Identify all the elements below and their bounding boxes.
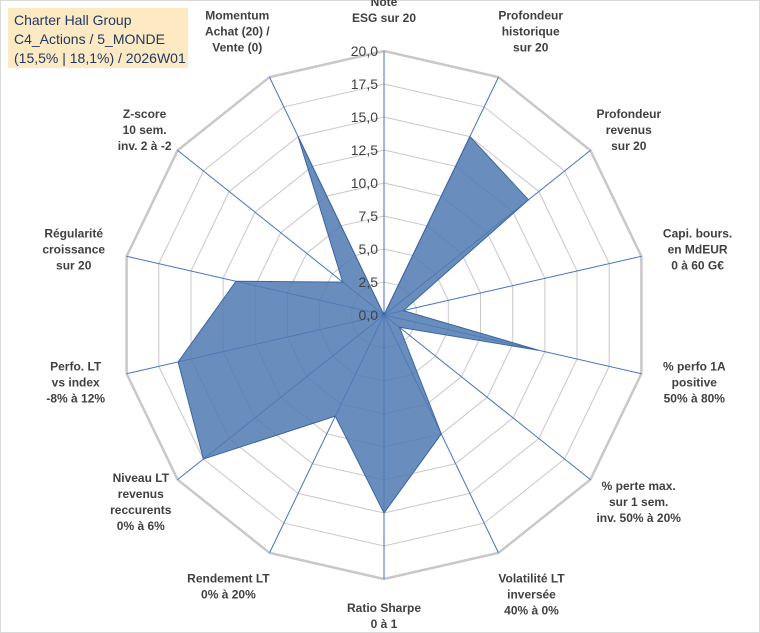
axis-label: % perte max. sur 1 sem. inv. 50% à 20% bbox=[596, 479, 681, 525]
axis-label-line: sur 1 sem. bbox=[609, 495, 668, 509]
axis-label-layer: Note ESG sur 20 Profondeur historique sur 20… bbox=[42, 0, 732, 631]
chart-title-line2: C4_Actions / 5_MONDE bbox=[14, 31, 165, 47]
axis-label-line: en MdEUR bbox=[668, 243, 728, 257]
axis-label-line: Volatilité LT bbox=[498, 572, 565, 586]
r-tick-label: 10,0 bbox=[351, 175, 378, 191]
axis-label-line: historique bbox=[502, 25, 560, 39]
chart-title-line1: Charter Hall Group bbox=[14, 12, 132, 28]
axis-label: Perfo. LT vs index -8% à 12% bbox=[46, 359, 105, 405]
axis-label-line: inv. 2 à -2 bbox=[118, 139, 172, 153]
axis-label-line: Vente (0) bbox=[212, 41, 262, 55]
axis-label: Profondeur historique sur 20 bbox=[498, 9, 563, 55]
spoke-line bbox=[383, 314, 591, 480]
axis-label: Capi. bours. en MdEUR 0 à 60 G€ bbox=[663, 227, 732, 273]
axis-label: Z-score 10 sem. inv. 2 à -2 bbox=[118, 107, 172, 153]
r-tick-label: 5,0 bbox=[359, 241, 379, 257]
axis-label-line: sur 20 bbox=[513, 41, 549, 55]
axis-label-line: Perfo. LT bbox=[50, 359, 102, 373]
chart-title-line3: (15,5% | 18,1%) / 2026W01 bbox=[14, 50, 186, 66]
axis-label-line: Achat (20) / bbox=[205, 25, 270, 39]
axis-label-line: 0 à 60 G€ bbox=[671, 259, 724, 273]
axis-label-line: Note bbox=[371, 0, 398, 9]
axis-label: % perfo 1A positive 50% à 80% bbox=[663, 359, 726, 405]
r-tick-label: 2,5 bbox=[359, 274, 379, 290]
axis-label-line: Ratio Sharpe bbox=[347, 601, 421, 615]
axis-label-line: revenus bbox=[606, 123, 652, 137]
axis-label-line: ESG sur 20 bbox=[352, 11, 416, 25]
axis-label-line: -8% à 12% bbox=[46, 391, 105, 405]
series-area bbox=[177, 135, 539, 514]
axis-label-line: 50% à 80% bbox=[664, 391, 726, 405]
axis-label-line: 10 sem. bbox=[123, 123, 167, 137]
axis-label: Ratio Sharpe 0 à 1 bbox=[347, 601, 421, 631]
axis-label-line: inversée bbox=[507, 588, 556, 602]
axis-label: Rendement LT 0% à 20% bbox=[187, 572, 270, 602]
axis-label: Momentum Achat (20) / Vente (0) bbox=[205, 9, 270, 55]
axis-label: Régularité croissance sur 20 bbox=[42, 227, 105, 273]
axis-label-line: vs index bbox=[52, 375, 100, 389]
axis-label-line: Rendement LT bbox=[187, 572, 270, 586]
axis-label-line: 40% à 0% bbox=[504, 604, 559, 618]
axis-label-line: 0% à 6% bbox=[117, 519, 165, 533]
spoke-line bbox=[383, 255, 642, 316]
axis-label-line: 0 à 1 bbox=[371, 617, 398, 631]
axis-label-line: Régularité bbox=[44, 227, 103, 241]
axis-label-line: Z-score bbox=[123, 107, 167, 121]
axis-label-line: sur 20 bbox=[56, 259, 92, 273]
r-tick-label: 17,5 bbox=[351, 76, 378, 92]
r-tick-label: 15,0 bbox=[351, 109, 378, 125]
r-tick-label: 0,0 bbox=[359, 307, 379, 323]
axis-label-line: croissance bbox=[42, 243, 105, 257]
axis-label-line: Niveau LT bbox=[113, 471, 170, 485]
axis-label-line: % perfo 1A bbox=[663, 359, 726, 373]
series-layer bbox=[177, 135, 539, 514]
chart-title-box: Charter Hall Group C4_Actions / 5_MONDE … bbox=[8, 8, 188, 68]
axis-label-line: reccurents bbox=[110, 503, 172, 517]
axis-label-line: Profondeur bbox=[498, 9, 563, 23]
axis-label-line: revenus bbox=[118, 487, 164, 501]
axis-label-line: 0% à 20% bbox=[201, 588, 256, 602]
axis-label: Note ESG sur 20 bbox=[352, 0, 416, 25]
axis-label-line: % perte max. bbox=[602, 479, 676, 493]
r-tick-label: 20,0 bbox=[351, 43, 378, 59]
axis-label-line: positive bbox=[672, 375, 718, 389]
axis-label: Volatilité LT inversée 40% à 0% bbox=[498, 572, 565, 618]
axis-label: Niveau LT revenus reccurents 0% à 6% bbox=[110, 471, 172, 533]
axis-label-line: Profondeur bbox=[596, 107, 661, 121]
axis-label-line: Capi. bours. bbox=[663, 227, 732, 241]
axis-label-line: inv. 50% à 20% bbox=[596, 511, 681, 525]
r-tick-label: 7,5 bbox=[359, 208, 379, 224]
tick-label-layer: 0,0 2,5 5,0 7,5 10,0 12,5 15,0 17,5 20,0 bbox=[351, 43, 378, 323]
axis-label-line: sur 20 bbox=[611, 139, 647, 153]
r-tick-label: 12,5 bbox=[351, 142, 378, 158]
axis-label: Profondeur revenus sur 20 bbox=[596, 107, 661, 153]
axis-label-line: Momentum bbox=[205, 9, 269, 23]
